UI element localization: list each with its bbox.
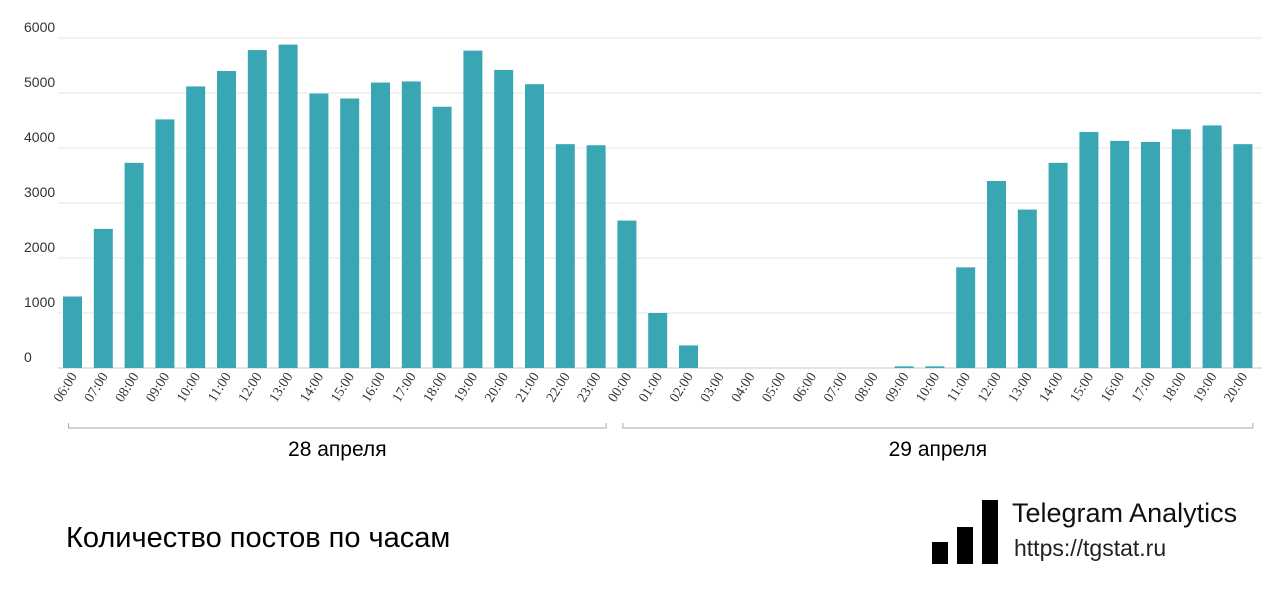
y-tick-label: 4000 <box>24 129 55 145</box>
x-tick-label: 14:00 <box>1037 370 1067 405</box>
x-tick-label: 06:00 <box>790 370 820 405</box>
bar <box>494 69 514 369</box>
x-tick-label: 14:00 <box>298 370 328 405</box>
x-tick-label: 03:00 <box>698 370 728 405</box>
x-tick-label: 20:00 <box>482 370 512 405</box>
bar <box>525 84 544 368</box>
x-tick-label: 17:00 <box>390 370 420 405</box>
bar <box>371 82 390 369</box>
bar-chart-logo-icon <box>932 500 998 564</box>
bar <box>217 71 236 368</box>
bar <box>1048 162 1068 368</box>
y-axis-ticks: 0 1000 2000 3000 4000 5000 6000 <box>24 19 55 365</box>
x-tick-label: 13:00 <box>267 370 297 405</box>
x-tick-label: 00:00 <box>606 370 636 405</box>
bar <box>278 44 298 368</box>
x-tick-label: 05:00 <box>760 370 790 405</box>
x-tick-label: 17:00 <box>1129 370 1159 405</box>
x-tick-label: 18:00 <box>1160 370 1190 405</box>
bar <box>1141 141 1160 368</box>
day-label: 29 апреля <box>889 438 988 461</box>
bar <box>1202 125 1222 368</box>
x-tick-label: 18:00 <box>421 370 451 405</box>
x-tick-label: 16:00 <box>359 370 389 405</box>
x-tick-label: 10:00 <box>914 370 944 405</box>
bar <box>925 366 945 368</box>
x-tick-label: 21:00 <box>513 370 543 405</box>
bar <box>617 220 637 368</box>
bar <box>1171 129 1191 368</box>
x-tick-label: 23:00 <box>575 370 605 405</box>
x-tick-label: 11:00 <box>945 370 974 405</box>
day-bracket <box>622 423 1254 429</box>
bar <box>401 81 421 368</box>
x-tick-label: 11:00 <box>206 370 235 405</box>
x-tick-label: 06:00 <box>51 370 81 405</box>
bar <box>648 313 668 368</box>
bar <box>1017 209 1037 368</box>
bar <box>987 181 1006 368</box>
day-groups: 28 апреля 29 апреля <box>68 423 1254 461</box>
bar <box>124 162 144 368</box>
x-tick-label: 12:00 <box>236 370 266 405</box>
day-label: 28 апреля <box>288 438 387 461</box>
chart-title: Количество постов по часам <box>66 522 451 554</box>
y-tick-label: 3000 <box>24 184 55 200</box>
bar <box>586 145 606 368</box>
bar <box>309 93 329 369</box>
bar <box>1110 140 1130 368</box>
day-bracket <box>68 423 607 429</box>
bar <box>432 106 452 368</box>
x-tick-label: 08:00 <box>113 370 143 405</box>
x-axis-ticks: 06:00 07:00 08:00 09:00 10:00 11:00 12:00 13:00… <box>51 370 1251 405</box>
x-tick-label: 22:00 <box>544 370 574 405</box>
y-tick-label: 1000 <box>24 294 55 310</box>
x-tick-label: 07:00 <box>821 370 851 405</box>
bar <box>1079 132 1099 368</box>
bar <box>555 144 575 368</box>
bar <box>956 267 976 368</box>
bar <box>679 345 698 368</box>
brand-name: Telegram Analytics <box>1012 498 1238 528</box>
x-tick-label: 01:00 <box>636 370 666 405</box>
bars <box>63 44 1253 369</box>
bar <box>93 228 113 368</box>
x-tick-label: 04:00 <box>729 370 759 405</box>
x-tick-label: 02:00 <box>667 370 697 405</box>
bar <box>340 98 360 368</box>
bar <box>894 366 914 368</box>
x-tick-label: 15:00 <box>328 370 358 405</box>
y-tick-label: 0 <box>24 349 32 365</box>
x-tick-label: 12:00 <box>975 370 1005 405</box>
x-tick-label: 16:00 <box>1098 370 1128 405</box>
x-tick-label: 10:00 <box>174 370 204 405</box>
bar <box>1233 144 1253 368</box>
x-tick-label: 15:00 <box>1068 370 1098 405</box>
x-tick-label: 19:00 <box>1191 370 1221 405</box>
x-tick-label: 09:00 <box>144 370 174 405</box>
x-tick-label: 08:00 <box>852 370 882 405</box>
y-tick-label: 2000 <box>24 239 55 255</box>
bar <box>186 86 206 369</box>
x-tick-label: 09:00 <box>883 370 913 405</box>
brand-url[interactable]: https://tgstat.ru <box>1014 535 1167 561</box>
y-tick-label: 6000 <box>24 19 55 35</box>
brand-block: Telegram Analytics https://tgstat.ru <box>930 496 1270 566</box>
bar <box>155 119 175 369</box>
bar <box>63 296 82 368</box>
x-tick-label: 13:00 <box>1006 370 1036 405</box>
x-tick-label: 07:00 <box>82 370 112 405</box>
bar <box>247 50 267 368</box>
x-tick-label: 19:00 <box>452 370 482 405</box>
y-tick-label: 5000 <box>24 74 55 90</box>
bar <box>463 50 483 369</box>
x-tick-label: 20:00 <box>1222 370 1252 405</box>
